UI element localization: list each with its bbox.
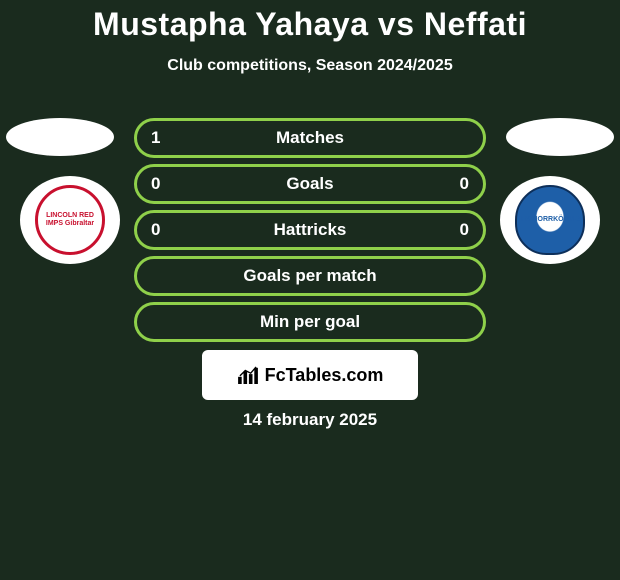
club-crest-right: IFK NORRKÖPING (500, 176, 600, 264)
stat-value-left: 1 (151, 128, 160, 148)
stat-label: Hattricks (274, 220, 347, 240)
stat-value-left: 0 (151, 220, 160, 240)
stat-row-hattricks: 0 Hattricks 0 (134, 210, 486, 250)
subtitle: Club competitions, Season 2024/2025 (0, 57, 620, 75)
stat-label: Matches (276, 128, 344, 148)
page-title: Mustapha Yahaya vs Neffati (0, 0, 620, 43)
stat-row-goals-per-match: Goals per match (134, 256, 486, 296)
bar-chart-icon (237, 366, 259, 384)
stat-label: Goals (286, 174, 333, 194)
date-label: 14 february 2025 (0, 410, 620, 430)
watermark-text: FcTables.com (265, 365, 384, 386)
stat-value-left: 0 (151, 174, 160, 194)
stat-row-goals: 0 Goals 0 (134, 164, 486, 204)
stat-label: Min per goal (260, 312, 360, 332)
stats-panel: 1 Matches 0 Goals 0 0 Hattricks 0 Goals … (134, 118, 486, 348)
stat-value-right: 0 (460, 220, 469, 240)
norrkoping-crest-icon: IFK NORRKÖPING (515, 185, 585, 255)
stat-row-matches: 1 Matches (134, 118, 486, 158)
stat-value-right: 0 (460, 174, 469, 194)
stat-label: Goals per match (243, 266, 376, 286)
club-crest-left: LINCOLN RED IMPS Gibraltar (20, 176, 120, 264)
player-avatar-left (6, 118, 114, 156)
stat-row-min-per-goal: Min per goal (134, 302, 486, 342)
lincoln-crest-icon: LINCOLN RED IMPS Gibraltar (35, 185, 105, 255)
watermark: FcTables.com (202, 350, 418, 400)
player-avatar-right (506, 118, 614, 156)
